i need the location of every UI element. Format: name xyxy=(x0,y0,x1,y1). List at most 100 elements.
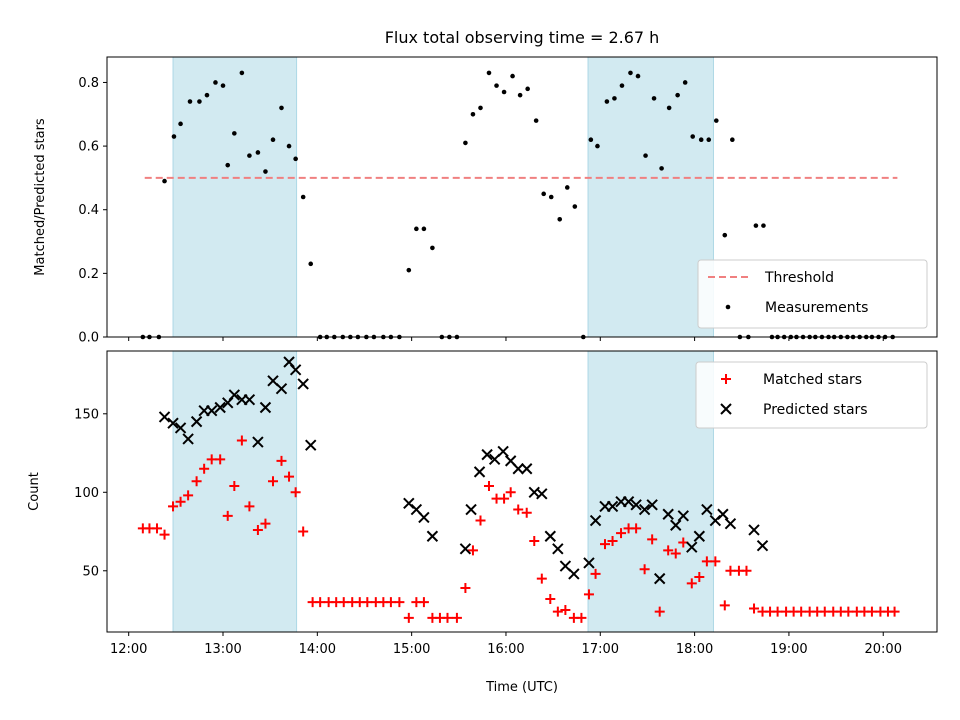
predicted-stars-point xyxy=(459,543,472,555)
matched-stars-point xyxy=(260,518,271,529)
measurements-point xyxy=(612,96,617,101)
shaded-region-0 xyxy=(172,56,298,338)
predicted-stars-point xyxy=(544,530,557,542)
measurements-point xyxy=(675,92,680,98)
predicted-stars-point xyxy=(552,543,564,555)
measurements-point xyxy=(533,118,539,123)
matched-stars-point xyxy=(576,612,587,623)
y-tick-label: 0.2 xyxy=(78,267,99,282)
legend-matched-swatch xyxy=(721,374,731,384)
predicted-stars-point xyxy=(521,463,533,475)
plot-frame xyxy=(106,350,938,633)
matched-stars-point xyxy=(647,534,658,545)
x-tick-label: 15:00 xyxy=(393,642,430,657)
predicted-stars-point xyxy=(228,389,241,401)
y-tick-label: 150 xyxy=(74,407,99,422)
measurements-point xyxy=(651,96,657,101)
matched-stars-point xyxy=(545,594,556,605)
measurements-point xyxy=(486,70,492,76)
matched-stars-point xyxy=(460,583,471,594)
measurements-point xyxy=(178,121,183,127)
matched-stars-point xyxy=(590,568,601,579)
matched-stars-point xyxy=(467,545,478,556)
matched-stars-point xyxy=(215,454,226,465)
predicted-stars-point xyxy=(205,404,218,417)
measurements-point xyxy=(548,194,554,200)
measurements-point xyxy=(666,105,672,111)
predicted-stars-point xyxy=(465,503,477,516)
predicted-stars-point xyxy=(662,508,674,520)
matched-stars-point xyxy=(654,606,665,617)
matched-stars-point xyxy=(236,435,247,446)
measurements-point xyxy=(263,169,268,174)
x-tick-label: 17:00 xyxy=(582,642,619,657)
matched-stars-point xyxy=(796,606,807,617)
measurements-point xyxy=(204,92,210,98)
matched-stars-point xyxy=(338,597,349,608)
measurements-point xyxy=(270,137,276,143)
predicted-stars-point xyxy=(167,417,179,429)
matched-stars-point xyxy=(663,545,674,556)
measurements-point xyxy=(628,70,633,76)
matched-stars-point xyxy=(451,612,462,623)
predicted-stars-point xyxy=(606,500,619,513)
predicted-stars-point xyxy=(297,378,309,390)
measurements-point xyxy=(541,191,546,197)
matched-stars-point xyxy=(583,589,594,600)
legend-box xyxy=(697,259,928,329)
matched-stars-point xyxy=(385,597,396,608)
matched-stars-point xyxy=(290,487,301,498)
matched-stars-point xyxy=(276,455,287,466)
chart-title: Flux total observing time = 2.67 h xyxy=(385,28,660,47)
matched-stars-point xyxy=(889,606,900,617)
matched-stars-point xyxy=(725,565,736,576)
legend-measurements-label: Measurements xyxy=(765,300,868,316)
measurements-point xyxy=(604,99,610,104)
measurements-point xyxy=(220,83,226,88)
legend: Matched stars Predicted stars xyxy=(695,361,928,429)
matched-stars-point xyxy=(670,548,681,559)
measurements-point xyxy=(478,105,483,111)
matched-stars-point xyxy=(475,515,486,526)
predicted-stars-point xyxy=(497,445,509,458)
measurements-point xyxy=(197,99,202,104)
x-tick-label: 14:00 xyxy=(299,642,336,657)
measurements-point xyxy=(557,216,563,222)
matched-stars-point xyxy=(552,606,563,617)
x-tick-label: 13:00 xyxy=(204,642,241,657)
predicted-stars-point xyxy=(481,448,493,461)
matched-stars-point xyxy=(199,463,210,474)
matched-stars-point xyxy=(631,523,642,534)
measurements-point xyxy=(595,143,600,149)
matched-stars-point xyxy=(168,501,179,512)
matched-stars-point xyxy=(403,612,414,623)
measurements-point xyxy=(213,80,218,85)
predicted-stars-point xyxy=(670,519,682,531)
matched-stars-point xyxy=(315,597,326,608)
predicted-stars-point xyxy=(717,508,729,520)
measurements-point xyxy=(470,111,476,117)
matched-stars-point xyxy=(284,471,295,482)
measurements-point xyxy=(293,156,298,162)
measurements-point xyxy=(414,226,419,232)
matched-stars-point xyxy=(183,490,194,501)
predicted-stars-point xyxy=(622,495,635,508)
predicted-stars-point xyxy=(630,499,642,511)
measurements-point xyxy=(722,232,728,238)
matched-stars-point xyxy=(499,493,510,504)
predicted-stars-point xyxy=(158,411,171,423)
measurements-point xyxy=(761,223,766,228)
measurements-point xyxy=(162,178,167,184)
matched-stars-point xyxy=(686,578,697,589)
bottom-panel: 50 100 150 12:00 13:00 14:00 15:00 16:00 17:00 18… xyxy=(27,350,938,657)
matched-stars-point xyxy=(536,573,547,584)
predicted-stars-point xyxy=(512,463,524,475)
y-tick-label: 0.8 xyxy=(78,76,99,91)
x-tick-label: 12:00 xyxy=(110,642,147,657)
x-tick-label: 19:00 xyxy=(770,642,807,657)
measurements-point xyxy=(239,70,245,76)
matched-stars-point xyxy=(159,529,170,540)
predicted-stars-point xyxy=(243,393,256,406)
y-tick-label: 0.0 xyxy=(78,331,99,346)
measurements-point xyxy=(255,150,261,155)
